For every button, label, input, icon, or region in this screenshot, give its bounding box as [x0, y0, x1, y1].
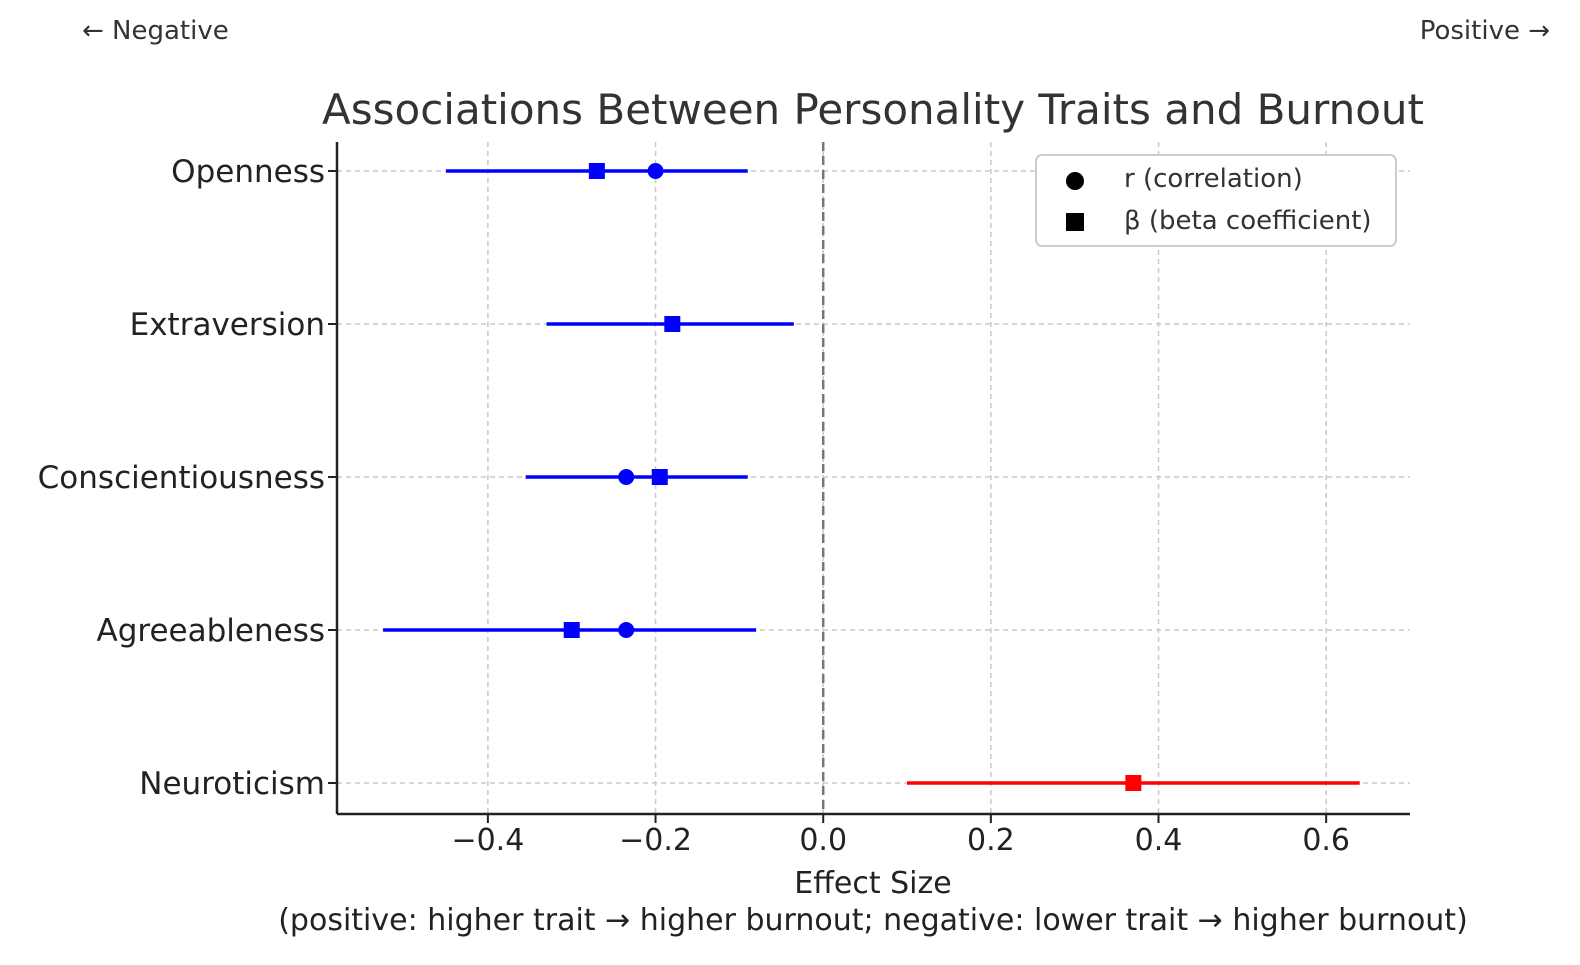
x-tick-label: −0.2 — [619, 823, 692, 858]
y-tick-label-conscientiousness: Conscientiousness — [38, 460, 325, 496]
y-tick-label-extraversion: Extraversion — [130, 307, 325, 343]
y-tick-label-openness: Openness — [171, 154, 325, 190]
beta-marker-agreeableness — [563, 622, 580, 638]
legend-label-r: r (correlation) — [1124, 164, 1303, 194]
y-tick-label-neuroticism: Neuroticism — [139, 766, 325, 802]
beta-marker-conscientiousness — [651, 469, 668, 485]
annotation-positive: Positive → — [1419, 16, 1550, 46]
legend-circle-marker — [1066, 172, 1084, 190]
chart-title: Associations Between Personality Traits … — [322, 85, 1424, 134]
legend-label-beta: β (beta coefficient) — [1124, 206, 1372, 236]
legend-frame — [1035, 154, 1397, 247]
beta-marker-openness — [588, 163, 605, 179]
x-tick-label: 0.4 — [1135, 823, 1183, 858]
y-tick-label-agreeableness: Agreeableness — [97, 613, 325, 649]
x-tick-label: 0.2 — [967, 823, 1015, 858]
r-marker-extraversion — [664, 316, 681, 332]
x-axis-note: (positive: higher trait → higher burnout… — [278, 903, 1468, 938]
axes: −0.4 −0.2 0.0 0.2 0.4 0.6 Openness Extraversion… — [38, 142, 1410, 858]
data-series — [383, 163, 1360, 791]
x-tick-label: −0.4 — [451, 823, 524, 858]
legend-square-marker — [1066, 213, 1084, 231]
r-marker-agreeableness — [618, 622, 635, 638]
r-marker-conscientiousness — [618, 469, 635, 485]
annotation-negative: ← Negative — [82, 16, 229, 46]
x-tick-label: 0.0 — [799, 823, 847, 858]
x-axis-label: Effect Size — [794, 866, 951, 901]
r-marker-openness — [647, 163, 664, 179]
r-marker-neuroticism — [1125, 775, 1142, 791]
legend: r (correlation) β (beta coefficient) — [1035, 154, 1397, 247]
x-tick-label: 0.6 — [1302, 823, 1350, 858]
